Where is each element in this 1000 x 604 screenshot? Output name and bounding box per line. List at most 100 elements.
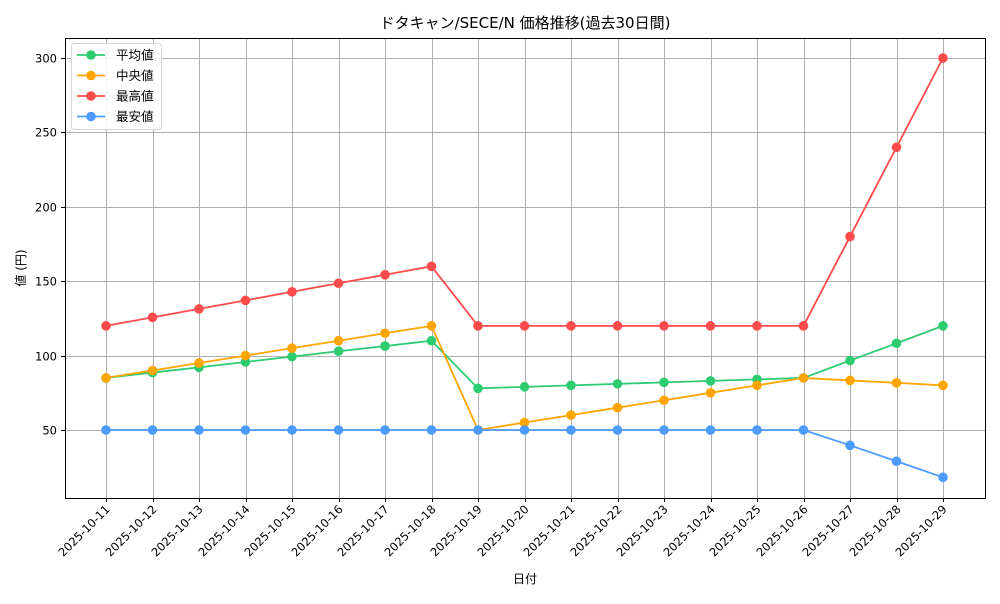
data-point-marker bbox=[333, 278, 344, 289]
data-point-marker bbox=[845, 440, 855, 451]
data-point-marker bbox=[240, 295, 251, 306]
legend-item: 最安値 bbox=[77, 109, 154, 124]
legend-marker-icon bbox=[86, 91, 96, 101]
data-point-marker bbox=[612, 321, 623, 331]
data-point-marker bbox=[380, 328, 390, 339]
data-point-marker bbox=[566, 321, 576, 331]
data-point-marker bbox=[147, 425, 158, 435]
grid-lines bbox=[65, 38, 985, 498]
data-point-marker bbox=[798, 321, 809, 331]
data-point-marker bbox=[287, 343, 297, 353]
series-2 bbox=[101, 53, 948, 331]
data-point-marker bbox=[240, 350, 251, 361]
data-point-marker bbox=[938, 472, 948, 483]
data-point-marker bbox=[612, 379, 623, 389]
data-point-marker bbox=[380, 425, 390, 435]
data-point-marker bbox=[845, 355, 855, 366]
data-point-marker bbox=[659, 395, 669, 406]
data-point-marker bbox=[101, 373, 111, 383]
data-point-marker bbox=[752, 321, 762, 331]
y-tick-label: 150 bbox=[35, 275, 57, 289]
legend-label: 中央値 bbox=[116, 68, 154, 83]
data-point-marker bbox=[845, 375, 855, 386]
data-point-marker bbox=[705, 388, 716, 398]
y-tick-label: 300 bbox=[35, 52, 57, 66]
data-point-marker bbox=[845, 231, 855, 242]
data-point-marker bbox=[566, 380, 576, 391]
legend-item: 中央値 bbox=[77, 68, 154, 83]
y-tick-label: 200 bbox=[35, 201, 57, 215]
data-point-marker bbox=[798, 373, 809, 383]
data-point-marker bbox=[891, 378, 902, 388]
data-point-marker bbox=[705, 376, 716, 386]
data-point-marker bbox=[194, 358, 204, 368]
data-point-marker bbox=[752, 380, 762, 391]
data-point-marker bbox=[519, 382, 530, 392]
y-axis-label: 値 (円) bbox=[13, 249, 28, 286]
data-point-marker bbox=[287, 425, 297, 435]
data-point-marker bbox=[333, 425, 344, 435]
data-point-marker bbox=[891, 456, 902, 467]
data-point-marker bbox=[101, 321, 111, 331]
y-tick-label: 250 bbox=[35, 126, 57, 140]
data-point-marker bbox=[240, 425, 251, 435]
data-point-marker bbox=[194, 425, 204, 435]
legend-box bbox=[71, 43, 162, 130]
data-point-marker bbox=[798, 425, 809, 435]
data-point-marker bbox=[566, 410, 576, 420]
data-point-marker bbox=[891, 142, 902, 153]
y-tick-label: 100 bbox=[35, 350, 57, 364]
data-point-marker bbox=[891, 338, 902, 349]
data-point-marker bbox=[519, 417, 530, 428]
y-tick-label: 50 bbox=[42, 424, 57, 438]
data-point-marker bbox=[333, 335, 344, 346]
data-point-marker bbox=[380, 270, 390, 280]
y-axis-ticks: 50 100 150 200 250 300 bbox=[35, 52, 65, 438]
data-point-marker bbox=[473, 383, 483, 394]
data-point-marker bbox=[473, 425, 483, 435]
data-point-marker bbox=[659, 321, 669, 331]
data-point-marker bbox=[938, 321, 948, 331]
data-point-marker bbox=[473, 321, 483, 331]
series-1 bbox=[101, 321, 948, 435]
data-point-marker bbox=[659, 377, 669, 388]
data-point-marker bbox=[612, 425, 623, 435]
legend-marker-icon bbox=[86, 111, 96, 122]
data-point-marker bbox=[287, 286, 297, 297]
legend-marker-icon bbox=[86, 50, 96, 60]
data-point-marker bbox=[194, 304, 204, 314]
data-point-marker bbox=[101, 425, 111, 435]
series-lines bbox=[101, 53, 948, 483]
legend-marker-icon bbox=[86, 70, 96, 81]
data-point-marker bbox=[147, 312, 158, 323]
series-3 bbox=[101, 425, 948, 483]
data-point-marker bbox=[705, 425, 716, 435]
data-point-marker bbox=[659, 425, 669, 435]
data-point-marker bbox=[333, 346, 344, 357]
data-point-marker bbox=[705, 321, 716, 331]
data-point-marker bbox=[287, 351, 297, 362]
chart-title: ドタキャン/SECE/N 価格推移(過去30日間) bbox=[380, 14, 671, 32]
legend-item: 最高値 bbox=[77, 89, 154, 104]
x-axis-label: 日付 bbox=[513, 572, 537, 586]
data-point-marker bbox=[566, 425, 576, 435]
legend-label: 最高値 bbox=[116, 89, 154, 104]
data-point-marker bbox=[519, 321, 530, 331]
data-point-marker bbox=[380, 341, 390, 351]
data-point-marker bbox=[752, 425, 762, 435]
data-point-marker bbox=[938, 380, 948, 391]
legend-item: 平均値 bbox=[77, 48, 154, 63]
data-point-marker bbox=[426, 321, 437, 331]
data-point-marker bbox=[426, 335, 437, 346]
legend-label: 最安値 bbox=[116, 109, 154, 124]
data-point-marker bbox=[426, 261, 437, 272]
data-point-marker bbox=[612, 402, 623, 413]
data-point-marker bbox=[519, 425, 530, 435]
data-point-marker bbox=[147, 365, 158, 376]
data-point-marker bbox=[426, 425, 437, 435]
legend-label: 平均値 bbox=[116, 48, 154, 63]
